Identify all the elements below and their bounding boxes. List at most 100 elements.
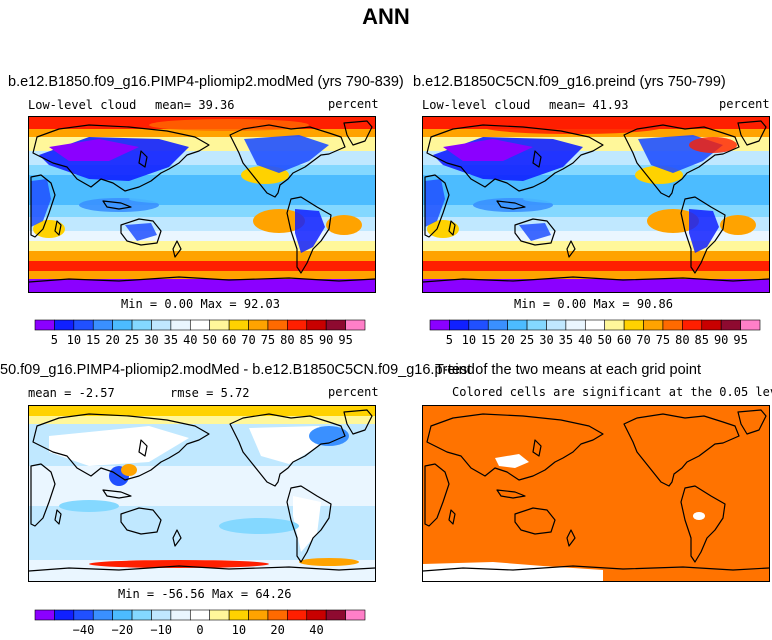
coastline-indonesia	[102, 200, 132, 210]
labelbar-tick-label: 5	[51, 333, 58, 347]
panel1-title: b.e12.B1850.f09_g16.PIMP4-pliomip2.modMe…	[8, 74, 404, 90]
labelbar-tick-label: 85	[695, 333, 709, 347]
panel2-title: b.e12.B1850C5CN.f09_g16.preind (yrs 750-…	[413, 74, 726, 90]
labelbar-swatch	[267, 319, 288, 331]
labelbar-tick-label: 20	[270, 623, 284, 637]
labelbar-swatch	[54, 609, 75, 621]
labelbar-tick-label: 35	[164, 333, 178, 347]
labelbar-swatch	[189, 609, 211, 621]
labelbar-swatch	[189, 319, 211, 331]
panel3-title: 50.f09_g16.PIMP4-pliomip2.modMed - b.e12…	[0, 362, 475, 378]
labelbar-tick-label: 85	[300, 333, 314, 347]
panel1-units: percent	[328, 97, 379, 111]
labelbar-swatch	[112, 319, 133, 331]
labelbar-swatch	[662, 319, 683, 331]
coastline-australia	[514, 218, 556, 246]
coastline-north-america	[623, 124, 740, 198]
coastline-japan	[138, 439, 148, 457]
coastline-indonesia	[102, 489, 132, 499]
labelbar-tick-label: 50	[202, 333, 216, 347]
coastline-japan	[138, 150, 148, 168]
labelbar-tick-label: 20	[500, 333, 514, 347]
labelbar-swatch	[740, 319, 761, 331]
coastline-antarctica	[423, 276, 769, 283]
difference-contours	[29, 406, 375, 581]
panel3-mean: mean = -2.57	[28, 386, 115, 400]
labelbar-tick-label: 60	[222, 333, 236, 347]
labelbar-swatch	[546, 319, 567, 331]
coastline-greenland	[737, 409, 767, 435]
labelbar-swatch	[92, 319, 113, 331]
labelbar-tick-label: 35	[559, 333, 573, 347]
panel2-units: percent	[719, 97, 770, 111]
coastline-new-zealand	[172, 240, 182, 258]
coastline-north-america	[623, 413, 740, 487]
coastline-south-america	[680, 196, 726, 274]
labelbar-swatch	[325, 319, 346, 331]
labelbar-tick-label: 10	[462, 333, 476, 347]
coastline-madagascar	[448, 220, 456, 236]
filled-contours	[423, 117, 769, 292]
coastline-eurasia	[32, 413, 210, 481]
labelbar-swatch	[287, 319, 308, 331]
coastline-north-america	[229, 413, 346, 487]
coastline-eurasia	[426, 413, 604, 481]
panel4-subtitle: Colored cells are significant at the 0.0…	[452, 385, 772, 399]
coastline-africa	[30, 463, 56, 527]
labelbar-swatch	[682, 319, 703, 331]
labelbar-swatch	[287, 609, 308, 621]
labelbar-tick-label: 40	[309, 623, 323, 637]
labelbar-tick-label: 90	[714, 333, 728, 347]
labelbar-swatch	[131, 609, 152, 621]
coastline-eurasia	[32, 124, 210, 192]
panel2-labelbar: 5 10 15 20 25 30 35 40 50 60 70 75 80 85 90 95	[429, 319, 761, 350]
labelbar-tick-label: 40	[183, 333, 197, 347]
panel1-labelbar: 5 10 15 20 25 30 35 40 50 60 70 75 80 85 90 95	[34, 319, 366, 350]
panel4-map	[422, 405, 770, 582]
labelbar-tick-label: 40	[578, 333, 592, 347]
labelbar-tick-label: 75	[261, 333, 275, 347]
labelbar-swatch	[131, 319, 152, 331]
coastline-new-zealand	[566, 529, 576, 547]
labelbar-tick-label: 60	[617, 333, 631, 347]
labelbar-tick-label: 10	[67, 333, 81, 347]
labelbar-swatch	[34, 319, 55, 331]
coastline-japan	[532, 150, 542, 168]
labelbar-swatch	[429, 319, 450, 331]
labelbar-swatch	[487, 319, 508, 331]
labelbar-tick-label: −40	[73, 623, 95, 637]
labelbar-swatch	[151, 319, 172, 331]
labelbar-swatch	[345, 609, 366, 621]
labelbar-tick-label: 15	[481, 333, 495, 347]
coastline-new-zealand	[172, 529, 182, 547]
labelbar-swatch	[701, 319, 722, 331]
panel2-mean: mean= 41.93	[549, 98, 629, 112]
panel1-mean: mean= 39.36	[155, 98, 235, 112]
labelbar-swatch	[228, 319, 249, 331]
panel2-left-label: Low-level cloud	[422, 98, 531, 112]
panel1-left-label: Low-level cloud	[28, 98, 137, 112]
panel4-title: T-test of the two means at each grid poi…	[435, 362, 701, 378]
coastline-greenland	[343, 409, 373, 435]
panel3-units: percent	[328, 385, 379, 399]
labelbar-swatch	[73, 319, 94, 331]
labelbar-swatch	[604, 319, 625, 331]
coastline-antarctica	[423, 565, 769, 572]
labelbar-tick-label: 5	[446, 333, 453, 347]
coastline-japan	[532, 439, 542, 457]
labelbar-swatch	[151, 609, 172, 621]
labelbar-swatch	[623, 319, 644, 331]
coastline-africa	[30, 174, 56, 238]
coastline-madagascar	[54, 220, 62, 236]
panel3-rmse: rmse = 5.72	[170, 386, 250, 400]
labelbar-tick-label: 20	[105, 333, 119, 347]
labelbar-tick-label: 75	[656, 333, 670, 347]
coastline-eurasia	[426, 124, 604, 192]
labelbar-swatch	[267, 609, 288, 621]
panel3-minmax: Min = -56.56 Max = 64.26	[118, 587, 292, 601]
labelbar-swatch	[345, 319, 366, 331]
labelbar-swatch	[170, 609, 191, 621]
coastline-antarctica	[29, 565, 375, 572]
labelbar-swatch	[228, 609, 249, 621]
coastline-africa	[424, 174, 450, 238]
